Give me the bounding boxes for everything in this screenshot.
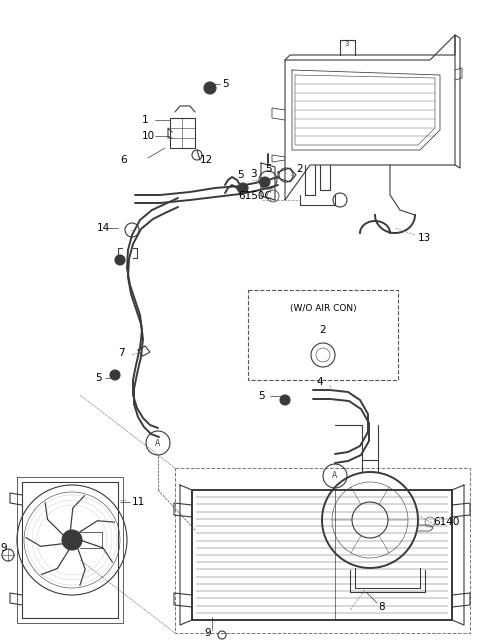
Circle shape (62, 530, 82, 550)
Circle shape (110, 370, 120, 380)
Text: 6: 6 (120, 155, 127, 165)
Circle shape (115, 255, 125, 265)
Text: 5: 5 (264, 164, 271, 174)
Text: 9: 9 (204, 628, 211, 638)
Text: A: A (156, 439, 161, 448)
Circle shape (238, 183, 248, 193)
Text: 2: 2 (320, 325, 326, 335)
Text: 11: 11 (132, 497, 145, 507)
Text: 4: 4 (316, 377, 323, 387)
Circle shape (204, 82, 216, 94)
Text: 10: 10 (142, 131, 155, 141)
Text: 2: 2 (296, 164, 302, 174)
Text: 5: 5 (95, 373, 102, 383)
Text: 9: 9 (0, 543, 7, 553)
Circle shape (280, 395, 290, 405)
Text: 13: 13 (418, 233, 431, 243)
Text: 5: 5 (258, 391, 264, 401)
Bar (175, 468, 470, 633)
Text: A: A (332, 471, 337, 480)
Text: 5: 5 (222, 79, 228, 89)
Text: 12: 12 (200, 155, 213, 165)
Text: 6150C: 6150C (238, 191, 272, 201)
Text: (W/O AIR CON): (W/O AIR CON) (290, 303, 356, 312)
Text: 5: 5 (237, 170, 243, 180)
Text: 14: 14 (97, 223, 110, 233)
Bar (248, 290, 398, 380)
Text: 3: 3 (345, 41, 349, 47)
Circle shape (260, 177, 270, 187)
Text: 6140: 6140 (433, 517, 459, 527)
Text: 7: 7 (118, 348, 125, 358)
Text: 1: 1 (142, 115, 149, 125)
Text: 8: 8 (378, 602, 384, 612)
Text: 3: 3 (250, 169, 257, 179)
